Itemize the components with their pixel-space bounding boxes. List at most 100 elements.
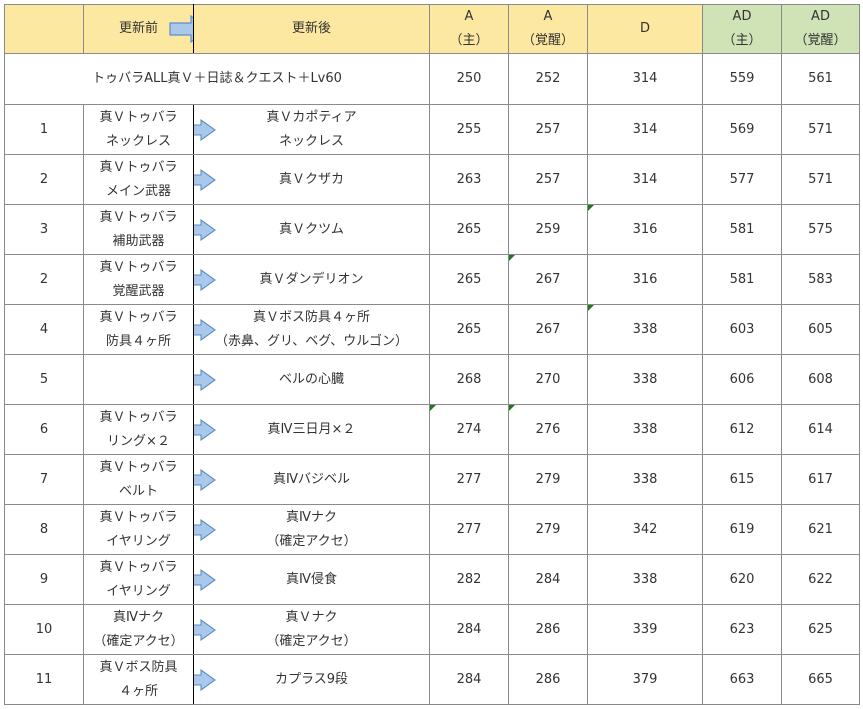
cell-value: 267 xyxy=(535,321,561,337)
row-number: 3 xyxy=(4,204,84,255)
cell-value: 282 xyxy=(456,571,482,587)
before-item: 真Ⅳナク （確定アクセ） xyxy=(83,604,194,655)
base-ad-awake: 561 xyxy=(781,53,860,105)
cell-value: 267 xyxy=(535,271,561,287)
header-before-label: 更新前 xyxy=(118,21,158,36)
row-number: 10 xyxy=(4,604,84,655)
cell-a-main: 284 xyxy=(429,654,509,705)
cell-ad-awake: 622 xyxy=(781,554,860,605)
cell-ad-main: 612 xyxy=(702,404,782,455)
after-item: 真Ⅳ侵食 xyxy=(193,554,430,605)
cell-value: 257 xyxy=(535,121,561,137)
cell-value: 614 xyxy=(808,421,833,437)
cell-ad-main: 623 xyxy=(702,604,782,655)
cell-d: 379 xyxy=(587,654,703,705)
before-item-line: 防具４ヶ所 xyxy=(105,333,171,349)
header-before: 更新前 xyxy=(83,4,194,54)
cell-a-main: 277 xyxy=(429,504,509,555)
cell-value: 265 xyxy=(456,221,482,237)
table-row: 11 真Ｖボス防具 ４ヶ所 カプラス9段 284 286 379 663 665 xyxy=(4,654,860,705)
after-item-line: ベルの心臓 xyxy=(278,371,344,387)
table-row: 1 真Ｖトゥバラ ネックレス 真Ｖカポティア ネックレス 255 257 314 569 571 xyxy=(4,104,860,155)
before-item-line: 真Ｖトゥバラ xyxy=(99,109,178,125)
before-item-line: （確定アクセ） xyxy=(93,633,184,649)
comment-indicator-icon[interactable] xyxy=(509,255,515,261)
after-item-line: 真Ｖダンデリオン xyxy=(259,271,364,287)
cell-d: 314 xyxy=(587,104,703,155)
cell-value: 571 xyxy=(808,171,833,187)
cell-ad-awake: 575 xyxy=(781,204,860,255)
header-ad-main-line2: （主） xyxy=(722,33,762,48)
row-number: 4 xyxy=(4,304,84,355)
cell-a-awake: 257 xyxy=(508,154,588,205)
comment-indicator-icon[interactable] xyxy=(588,205,594,211)
cell-a-awake: 257 xyxy=(508,104,588,155)
cell-value: 265 xyxy=(456,271,482,287)
cell-value: 603 xyxy=(729,321,755,337)
cell-value: 277 xyxy=(456,521,482,537)
cell-value: 623 xyxy=(729,621,755,637)
header-row: 更新前 更新後 A （主） A （覚醒） D AD （主） AD （覚醒） xyxy=(4,4,860,54)
cell-ad-awake: 621 xyxy=(781,504,860,555)
before-item-line: 真Ｖトゥバラ xyxy=(99,409,178,425)
cell-value: 622 xyxy=(808,571,833,587)
base-d: 314 xyxy=(587,53,703,105)
cell-value: 284 xyxy=(535,571,561,587)
header-a-awake: A （覚醒） xyxy=(508,4,588,54)
after-item-line: 真Ｖクツム xyxy=(279,221,344,237)
before-item-line: 真Ｖトゥバラ xyxy=(99,309,178,325)
after-item: 真Ｖクツム xyxy=(193,204,430,255)
after-item-line: 真Ⅳ三日月×２ xyxy=(267,421,356,437)
table-row: 6 真Ｖトゥバラ リング×２ 真Ⅳ三日月×２ 274 276 338 612 614 xyxy=(4,404,860,455)
cell-value: 316 xyxy=(632,221,658,237)
cell-a-main: 274 xyxy=(429,404,509,455)
cell-a-awake: 276 xyxy=(508,404,588,455)
comment-indicator-icon[interactable] xyxy=(509,405,515,411)
cell-value: 621 xyxy=(808,521,833,537)
header-ad-main: AD （主） xyxy=(702,4,782,54)
cell-a-awake: 259 xyxy=(508,204,588,255)
right-arrow-icon xyxy=(194,368,216,391)
right-arrow-icon xyxy=(194,118,216,141)
before-item: 真Ｖトゥバラ 覚醒武器 xyxy=(83,254,194,305)
before-item-line: 真Ｖボス防具 xyxy=(99,659,178,675)
header-a-main-line2: （主） xyxy=(449,33,489,48)
header-a-awake-line2: （覚醒） xyxy=(521,33,574,48)
cell-a-awake: 279 xyxy=(508,454,588,505)
header-ad-awake-line2: （覚醒） xyxy=(794,33,847,48)
cell-value: 265 xyxy=(456,321,482,337)
cell-ad-main: 663 xyxy=(702,654,782,705)
after-item: 真Ｖクザカ xyxy=(193,154,430,205)
before-item-line: 真Ｖトゥバラ xyxy=(99,559,178,575)
after-item-line: 真Ⅳ侵食 xyxy=(286,571,337,587)
cell-value: 314 xyxy=(632,171,658,187)
cell-a-awake: 286 xyxy=(508,654,588,705)
cell-value: 279 xyxy=(535,521,561,537)
cell-value: 277 xyxy=(456,471,482,487)
cell-value: 619 xyxy=(729,521,755,537)
before-item: 真Ｖトゥバラ ネックレス xyxy=(83,104,194,155)
cell-d: 316 xyxy=(587,204,703,255)
table-row: 2 真Ｖトゥバラ 覚醒武器 真Ｖダンデリオン 265 267 316 581 583 xyxy=(4,254,860,305)
row-number: 6 xyxy=(4,404,84,455)
before-item-line: 補助武器 xyxy=(112,233,165,249)
before-item-line: 真Ｖトゥバラ xyxy=(99,209,178,225)
cell-value: 583 xyxy=(808,271,833,287)
after-item: 真Ｖダンデリオン xyxy=(193,254,430,305)
cell-value: 284 xyxy=(456,671,482,687)
after-item-line: 真Ⅳナク xyxy=(286,509,337,525)
before-item: 真Ｖトゥバラ ベルト xyxy=(83,454,194,505)
comment-indicator-icon[interactable] xyxy=(588,305,594,311)
after-item-line: 真Ｖボス防具４ヶ所 xyxy=(252,309,370,325)
before-item-line: ネックレス xyxy=(105,133,171,149)
row-number: 1 xyxy=(4,104,84,155)
before-item-line: 真Ｖトゥバラ xyxy=(99,509,178,525)
cell-value: 577 xyxy=(729,171,755,187)
before-item: 真Ｖトゥバラ リング×２ xyxy=(83,404,194,455)
before-item-line: 覚醒武器 xyxy=(112,283,165,299)
comment-indicator-icon[interactable] xyxy=(430,405,436,411)
cell-value: 338 xyxy=(632,421,658,437)
cell-value: 286 xyxy=(535,621,561,637)
cell-ad-main: 569 xyxy=(702,104,782,155)
after-item-line: （確定アクセ） xyxy=(266,633,357,649)
